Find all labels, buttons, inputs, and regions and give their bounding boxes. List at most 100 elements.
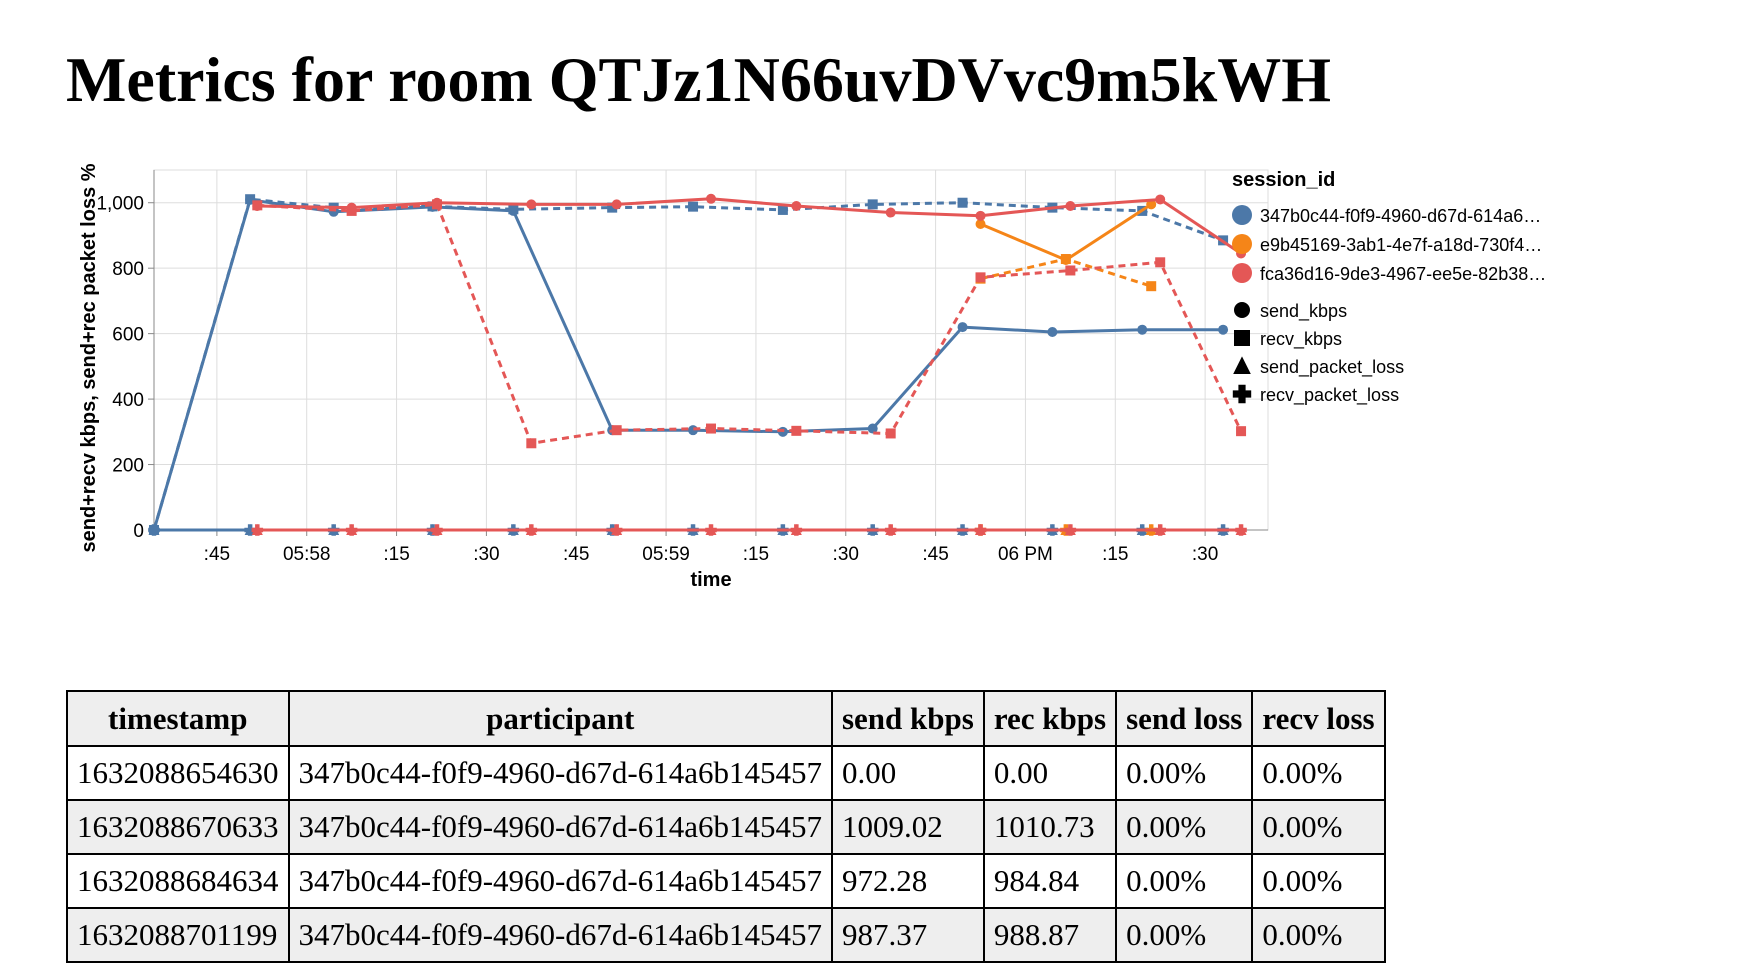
series-0-send-kbps <box>149 194 1229 535</box>
table-cell: 0.00% <box>1251 907 1386 963</box>
metrics-table: timestamp participant send kbps rec kbps sen… <box>66 690 1386 963</box>
data-point <box>1060 254 1071 265</box>
table-cell: 347b0c44-f0f9-4960-d67d-614a6b145457 <box>287 853 833 909</box>
data-point <box>1236 426 1247 437</box>
legend-swatch-circle <box>1232 234 1252 254</box>
table-cell: 988.87 <box>982 907 1118 963</box>
data-point <box>611 425 622 436</box>
legend-session-label: fca36d16-9de3-4967-ee5e-82b38… <box>1260 264 1546 284</box>
data-point <box>1146 281 1157 292</box>
table-cell: 347b0c44-f0f9-4960-d67d-614a6b145457 <box>287 907 833 963</box>
chart-grid <box>153 169 1269 531</box>
data-point <box>245 194 256 205</box>
x-tick-label: :30 <box>1192 544 1218 565</box>
y-tick-label: 200 <box>112 456 144 477</box>
data-point <box>957 197 968 208</box>
legend-metric-label: recv_kbps <box>1260 329 1342 350</box>
table-cell: 0.00% <box>1251 745 1386 801</box>
data-point <box>884 524 897 536</box>
table-cell: 0.00% <box>1251 853 1386 909</box>
data-point <box>431 199 442 210</box>
table-cell: 1632088670633 <box>66 799 290 855</box>
data-point <box>1233 356 1251 374</box>
table-row: 1632088684634 347b0c44-f0f9-4960-d67d-614… <box>66 853 1386 909</box>
table-cell: 347b0c44-f0f9-4960-d67d-614a6b145457 <box>287 745 833 801</box>
data-point <box>867 423 878 434</box>
data-point <box>885 207 896 218</box>
column-header-participant: participant <box>287 690 833 747</box>
table-cell: 347b0c44-f0f9-4960-d67d-614a6b145457 <box>287 799 833 855</box>
legend-swatch-circle <box>1232 263 1252 283</box>
data-point <box>346 205 357 216</box>
legend-title: session_id <box>1232 169 1335 191</box>
x-axis: :45 05:58:15:30:45 05:59:15:30:45 06 PM:15:… <box>154 529 1268 591</box>
data-point <box>791 425 802 436</box>
x-tick-label: :30 <box>473 544 499 565</box>
legend-session-label: 347b0c44-f0f9-4960-d67d-614a6… <box>1260 206 1541 226</box>
table-cell: 984.84 <box>982 853 1118 909</box>
column-header-recv-loss: recv loss <box>1251 690 1386 747</box>
x-axis-title: time <box>690 569 731 591</box>
x-tick-label: :15 <box>743 544 769 565</box>
table-body: 1632088654630 347b0c44-f0f9-4960-d67d-614… <box>66 745 1386 963</box>
data-point <box>1064 524 1077 536</box>
x-tick-label: :15 <box>1102 544 1128 565</box>
y-tick-label: 0 <box>133 521 144 542</box>
data-point <box>1137 324 1148 335</box>
data-point <box>706 423 716 434</box>
y-tick-label: 400 <box>112 390 144 411</box>
table-cell: 0.00% <box>1115 745 1254 801</box>
data-point <box>431 524 443 536</box>
series-2-recv-packet-loss <box>251 524 1247 536</box>
x-tick-label: :45 <box>204 544 230 565</box>
legend-metric-label: send_kbps <box>1260 301 1347 322</box>
y-tick-label: 600 <box>112 325 144 346</box>
series-2-recv-kbps <box>252 199 1247 449</box>
table-cell: 0.00 <box>982 745 1118 801</box>
data-point <box>975 219 986 229</box>
series-2-send-kbps <box>252 193 1247 259</box>
x-tick-label: 06 PM <box>998 544 1053 565</box>
table-cell: 1632088654630 <box>66 745 290 801</box>
y-axis-title: send+recv kbps, send+rec packet loss % <box>78 163 100 552</box>
column-header-send-kbps: send kbps <box>830 690 985 747</box>
data-point <box>1155 257 1166 268</box>
legend-metric-label: send_packet_loss <box>1260 357 1404 378</box>
series-line <box>152 198 1224 531</box>
table-cell: 972.28 <box>830 853 985 909</box>
data-point <box>526 199 537 210</box>
series-line <box>257 197 1242 255</box>
data-point <box>610 524 623 536</box>
data-point <box>1234 330 1250 346</box>
data-point <box>1065 201 1076 211</box>
data-point <box>611 199 622 210</box>
table-row: 1632088701199 347b0c44-f0f9-4960-d67d-614… <box>66 907 1386 963</box>
data-point <box>1146 199 1157 210</box>
y-tick-label: 800 <box>112 259 144 280</box>
table-cell: 0.00% <box>1115 853 1254 909</box>
x-tick-label: 05:58 <box>283 544 331 565</box>
table-cell: 0.00% <box>1115 799 1254 855</box>
x-tick-label: :30 <box>833 544 859 565</box>
data-point <box>607 202 618 213</box>
chart-legend: session_id 347b0c44-f0f9-4960-d67d-614a6…… <box>1232 169 1546 406</box>
data-point <box>1155 194 1166 205</box>
table-cell: 0.00 <box>830 745 985 801</box>
data-point <box>149 525 159 535</box>
column-header-rec-kbps: rec kbps <box>982 690 1118 747</box>
series-line <box>257 202 1243 445</box>
legend-swatch-circle <box>1232 205 1252 225</box>
table-cell: 1632088701199 <box>66 907 290 963</box>
table-cell: 1009.02 <box>830 799 985 855</box>
data-point <box>1047 327 1058 337</box>
data-point <box>1232 384 1252 404</box>
data-point <box>525 524 538 536</box>
table-row: 1632088670633 347b0c44-f0f9-4960-d67d-614… <box>66 799 1386 855</box>
series-line <box>152 197 1224 531</box>
data-point <box>1234 302 1250 318</box>
data-point <box>706 193 716 204</box>
column-header-send-loss: send loss <box>1115 690 1254 747</box>
data-point <box>1218 324 1229 335</box>
data-point <box>791 201 802 211</box>
